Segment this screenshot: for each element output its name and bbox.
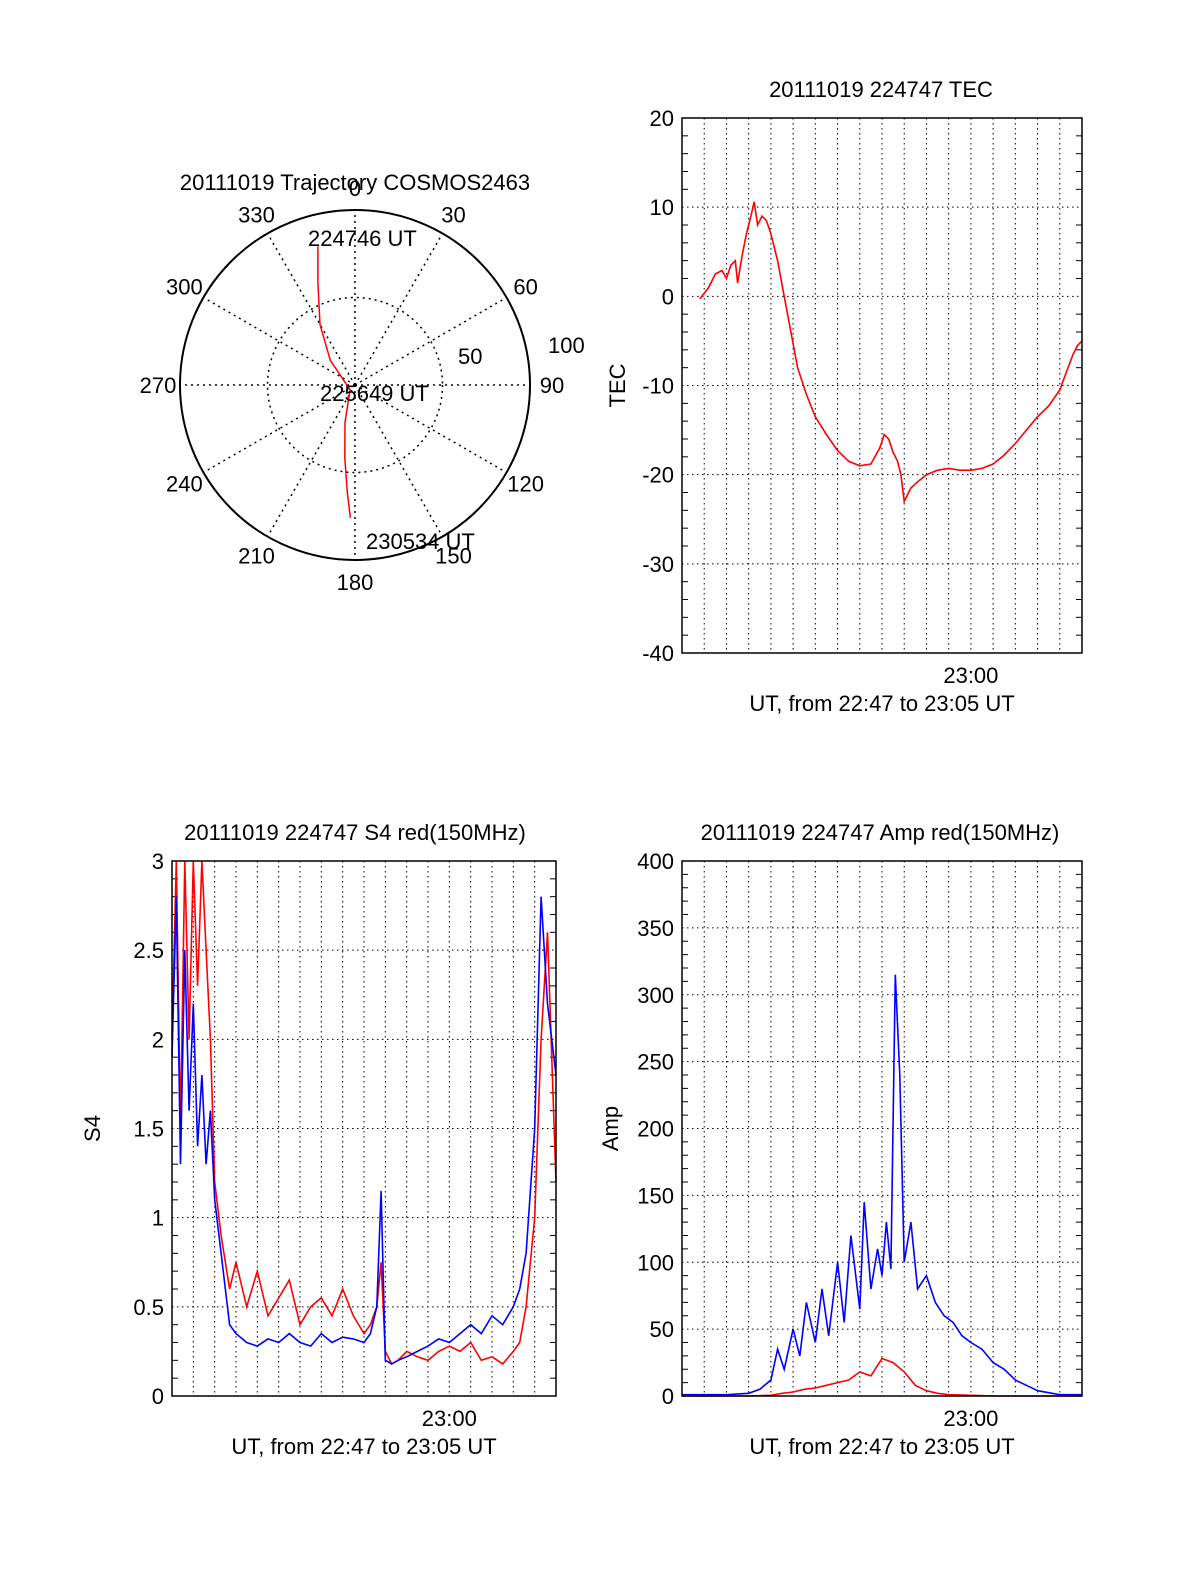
s4-y-tick-labels: 0 0.5 1 1.5 2 2.5 3: [133, 849, 164, 1409]
amp-y-tick-label: 200: [637, 1117, 674, 1142]
polar-azimuth-label-300: 300: [166, 275, 203, 300]
polar-azimuth-label-120: 120: [507, 472, 544, 497]
polar-spoke-210: [266, 384, 356, 537]
polar-spoke-60: [354, 296, 507, 386]
tec-series-line-0: [699, 201, 1083, 505]
polar-azimuth-label-270: 270: [140, 373, 177, 398]
polar-spoke-120: [354, 384, 507, 474]
trajectory-line: [317, 246, 352, 518]
s4-y-tick-label: 1.5: [133, 1117, 164, 1142]
polar-azimuth-label-330: 330: [238, 202, 275, 227]
amp-y-tick-labels: 0 50 100 150 200 250 300 350 400: [637, 849, 674, 1409]
tec-grid: [682, 118, 1082, 653]
amp-y-tick-label: 100: [637, 1250, 674, 1275]
tec-x-tick-label: 23:00: [943, 663, 998, 688]
tec-plot-frame: [681, 117, 1083, 654]
polar-title: 20111019 Trajectory COSMOS2463: [180, 170, 530, 195]
tec-y-tick-label: -20: [642, 463, 674, 488]
amp-grid: [682, 861, 1082, 1396]
polar-spoke-330: [266, 233, 356, 386]
s4-series: [171, 860, 557, 1366]
tec-y-tick-label: -40: [642, 641, 674, 666]
amp-chart: 20111019 224747 Amp red(150MHz) 0 50 100 15…: [598, 820, 1083, 1459]
polar-spoke-30: [354, 233, 444, 386]
s4-series-line-1: [171, 896, 557, 1365]
amp-y-axis-label: Amp: [598, 1106, 623, 1151]
s4-y-tick-label: 2: [152, 1027, 164, 1052]
s4-x-axis-label: UT, from 22:47 to 23:05 UT: [231, 1434, 496, 1459]
amp-plot-frame: [681, 860, 1083, 1397]
tec-y-tick-labels: -40 -30 -20 -10 0 10 20: [642, 106, 674, 666]
s4-y-tick-label: 2.5: [133, 938, 164, 963]
tec-chart: 20111019 224747 TEC -40 -30 -20 -10 0 10 20 23…: [605, 77, 1083, 716]
tec-y-tick-label: -30: [642, 552, 674, 577]
tec-title: 20111019 224747 TEC: [769, 77, 993, 102]
s4-chart: 20111019 224747 S4 red(150MHz) 0 0.5 1 1.5 2…: [80, 820, 557, 1459]
polar-spoke-240: [203, 384, 356, 474]
polar-azimuth-label-210: 210: [238, 544, 275, 569]
amp-series: [682, 974, 1082, 1397]
polar-azimuth-label-240: 240: [166, 472, 203, 497]
tec-series: [699, 201, 1083, 505]
trajectory-end-label: 230534 UT: [366, 529, 475, 554]
polar-radial-label-50: 50: [458, 344, 482, 369]
polar-spoke-300: [203, 296, 356, 386]
polar-grid: [180, 210, 530, 560]
s4-series-line-0: [171, 860, 557, 1366]
tec-y-tick-label: 10: [650, 195, 674, 220]
polar-azimuth-label-0: 0: [349, 176, 361, 201]
amp-x-tick-label: 23:00: [943, 1406, 998, 1431]
s4-plot-frame: [171, 860, 557, 1397]
s4-y-tick-label: 3: [152, 849, 164, 874]
s4-y-axis-label: S4: [80, 1115, 105, 1142]
s4-x-tick-label: 23:00: [422, 1406, 477, 1431]
polar-azimuth-label-30: 30: [441, 202, 465, 227]
polar-azimuth-labels: 0 30 60 90 120 150 180 210 240 270 300 330: [140, 176, 565, 595]
amp-y-tick-label: 400: [637, 849, 674, 874]
amp-series-line-0: [682, 1357, 1082, 1397]
tec-y-tick-label: 0: [662, 284, 674, 309]
amp-y-tick-label: 0: [662, 1384, 674, 1409]
polar-inner-circle: [266, 296, 444, 474]
polar-spoke-150: [354, 384, 444, 537]
s4-grid: [172, 861, 556, 1396]
polar-azimuth-label-180: 180: [337, 570, 374, 595]
tec-minor-ticks: [682, 135, 1082, 636]
tec-y-tick-label: -10: [642, 374, 674, 399]
amp-y-tick-label: 150: [637, 1183, 674, 1208]
polar-outer-circle: [179, 209, 531, 561]
s4-y-tick-label: 0.5: [133, 1295, 164, 1320]
amp-y-tick-label: 350: [637, 916, 674, 941]
amp-minor-ticks: [682, 873, 1082, 1384]
tec-y-tick-label: 20: [650, 106, 674, 131]
trajectory-start-label: 224746 UT: [308, 226, 417, 251]
polar-azimuth-label-150: 150: [435, 544, 472, 569]
amp-y-tick-label: 300: [637, 983, 674, 1008]
polar-azimuth-label-90: 90: [540, 373, 564, 398]
amp-y-tick-label: 50: [650, 1317, 674, 1342]
s4-title: 20111019 224747 S4 red(150MHz): [184, 820, 526, 845]
s4-y-tick-label: 0: [152, 1384, 164, 1409]
polar-radial-label-100: 100: [548, 333, 585, 358]
amp-title: 20111019 224747 Amp red(150MHz): [701, 820, 1060, 845]
amp-series-line-1: [682, 974, 1082, 1396]
tec-x-axis-label: UT, from 22:47 to 23:05 UT: [749, 691, 1014, 716]
polar-azimuth-label-60: 60: [513, 275, 537, 300]
amp-x-axis-label: UT, from 22:47 to 23:05 UT: [749, 1434, 1014, 1459]
amp-y-tick-label: 250: [637, 1050, 674, 1075]
s4-y-tick-label: 1: [152, 1206, 164, 1231]
trajectory-mid-label: 225649 UT: [320, 381, 429, 406]
tec-y-axis-label: TEC: [605, 363, 630, 407]
polar-trajectory-chart: 20111019 Trajectory COSMOS2463 0 30 60 90 12…: [140, 170, 585, 595]
